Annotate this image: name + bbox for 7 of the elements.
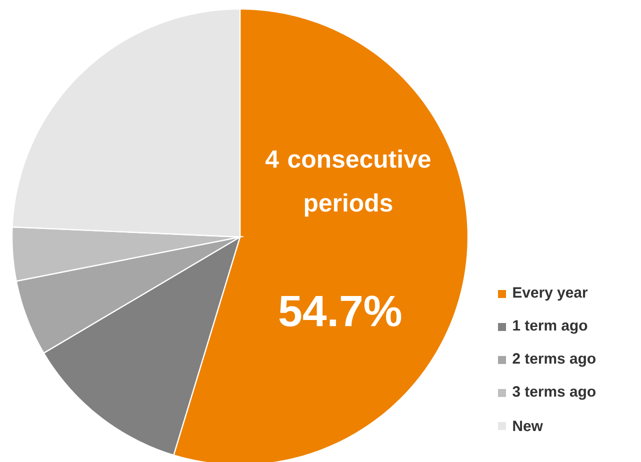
data-label: 54.7% [279,296,402,327]
legend-label: Every year [513,287,588,301]
legend-label: 1 term ago [513,320,588,334]
text: 4 consecutive periods [266,150,430,217]
legend-label: 3 terms ago [512,386,596,400]
legend-label: New [513,420,543,432]
legend-label: 2 terms ago [512,353,596,367]
